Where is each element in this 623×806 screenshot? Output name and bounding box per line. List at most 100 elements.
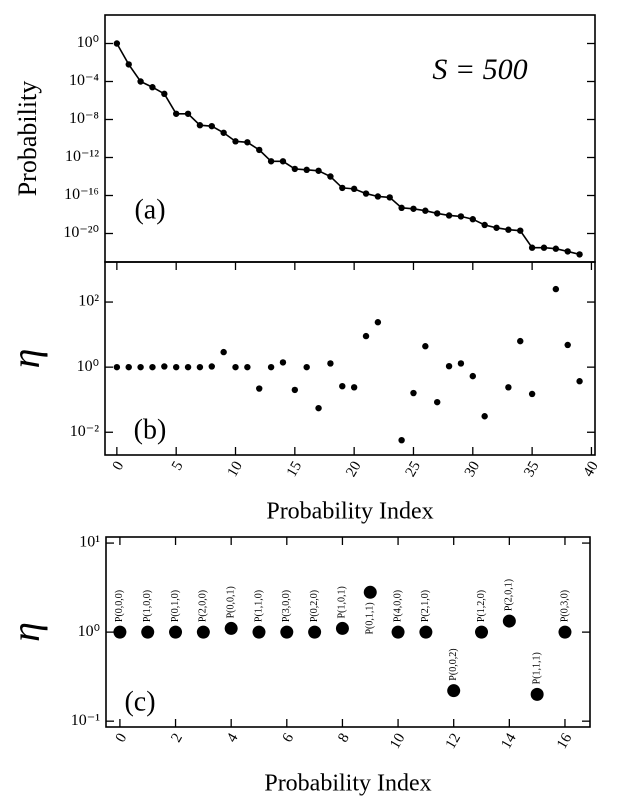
data-point (232, 138, 239, 145)
data-point (558, 625, 572, 639)
data-point (391, 625, 405, 639)
x-tick-label: 10 (225, 459, 246, 480)
data-point (363, 585, 377, 599)
data-point (279, 158, 287, 165)
data-point (169, 625, 183, 639)
x-tick-label: 20 (343, 459, 364, 480)
data-point (267, 158, 275, 165)
data-point (172, 363, 180, 371)
data-point (315, 404, 322, 412)
data-point (469, 372, 476, 380)
data-point (339, 184, 346, 192)
data-point (410, 389, 417, 397)
data-point (576, 378, 583, 385)
data-point (315, 167, 322, 174)
data-line (116, 43, 580, 256)
panel-label: (c) (124, 686, 155, 717)
x-tick-label: 5 (169, 459, 187, 473)
data-point (196, 625, 210, 639)
x-tick-label: 25 (403, 459, 424, 480)
y-tick-label: 10² (78, 293, 99, 310)
data-point (505, 226, 512, 233)
x-tick-label: 10 (387, 731, 408, 752)
point-label: P(4,0,0) (392, 590, 403, 622)
panel-label: (a) (134, 194, 165, 225)
x-tick-label: 15 (284, 459, 305, 480)
y-tick-label: 10⁻⁴ (69, 72, 99, 89)
y-tick-label: 10⁻¹² (65, 148, 99, 165)
data-point (220, 129, 227, 136)
data-point (303, 166, 310, 174)
data-point (398, 436, 405, 444)
point-label: P(0,1,0) (170, 590, 181, 622)
point-label: P(1,0,1) (337, 586, 348, 618)
data-point (291, 165, 299, 173)
data-point (244, 139, 251, 146)
data-point (434, 210, 441, 217)
data-point (552, 285, 560, 293)
y-axis-label: Probability (13, 81, 42, 197)
data-point (475, 625, 489, 639)
x-axis-label: Probability Index (264, 771, 431, 797)
data-point (350, 384, 358, 391)
y-tick-label: 10⁰ (77, 358, 99, 375)
x-tick-label: 35 (521, 459, 542, 480)
data-point (113, 40, 121, 47)
x-tick-label: 0 (113, 731, 131, 745)
data-point (386, 194, 393, 201)
y-tick-label: 10⁻¹⁶ (64, 186, 99, 203)
data-point (528, 244, 536, 251)
point-label: P(0,0,1) (225, 586, 236, 618)
x-tick-label: 8 (335, 731, 353, 745)
y-tick-label: 10⁰ (77, 34, 99, 51)
data-point (398, 204, 405, 212)
data-point (149, 84, 156, 91)
data-point (208, 122, 215, 130)
data-point (196, 122, 204, 129)
data-point (374, 319, 382, 326)
data-point (457, 213, 465, 220)
data-point (445, 212, 453, 219)
data-point (220, 348, 227, 356)
data-point (256, 385, 263, 392)
data-point (279, 359, 287, 366)
data-point (308, 625, 322, 639)
data-point (434, 398, 441, 406)
data-point (113, 363, 121, 371)
data-point (125, 363, 132, 371)
data-point (339, 382, 346, 390)
data-point (552, 245, 560, 252)
data-point (161, 363, 168, 370)
data-point (291, 386, 299, 394)
data-point (517, 227, 524, 234)
data-point (502, 614, 516, 628)
data-point (493, 224, 500, 231)
data-point (327, 360, 334, 367)
point-label: P(1,1,1) (531, 652, 542, 684)
y-tick-label: 10⁰ (78, 623, 100, 640)
data-point (184, 363, 192, 371)
data-point (303, 363, 310, 371)
data-point (232, 363, 239, 371)
data-point (208, 363, 215, 370)
data-point (113, 625, 127, 639)
data-point (505, 384, 512, 391)
x-axis-label: Probability Index (266, 499, 433, 525)
x-tick-label: 14 (498, 730, 520, 751)
data-point (244, 363, 251, 371)
data-point (184, 110, 192, 117)
data-point (457, 360, 465, 367)
data-point (445, 362, 453, 370)
data-point (350, 185, 358, 193)
data-point (161, 90, 168, 98)
data-point (422, 207, 429, 214)
point-label: P(1,2,0) (476, 590, 487, 622)
data-point (564, 341, 571, 349)
data-point (256, 146, 263, 154)
data-point (137, 363, 144, 371)
data-point (172, 110, 180, 117)
data-point (419, 625, 433, 639)
point-label: P(3,0,0) (281, 590, 292, 622)
point-label: P(0,1,1) (365, 602, 376, 634)
